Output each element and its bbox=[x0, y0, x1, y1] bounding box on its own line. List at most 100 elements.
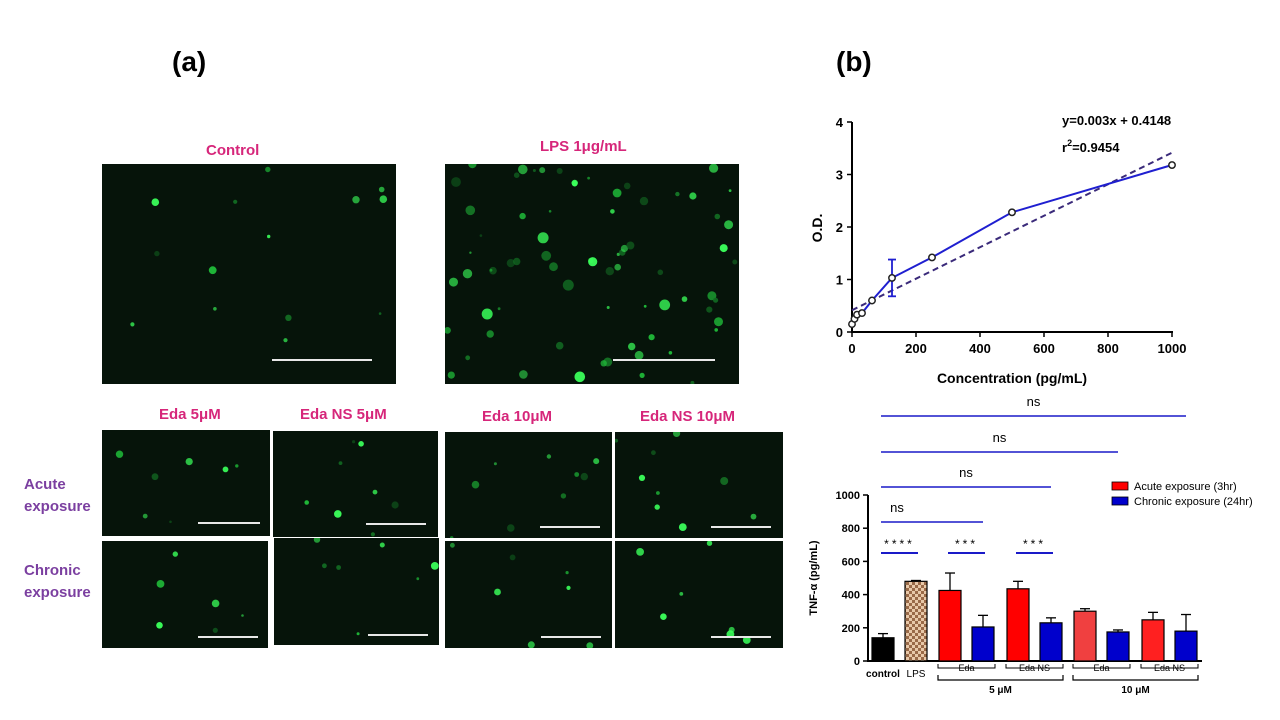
cell-mark bbox=[493, 462, 497, 466]
cell-mark bbox=[391, 501, 399, 509]
cell-mark bbox=[549, 262, 558, 272]
cell-mark bbox=[497, 307, 501, 311]
cell-mark bbox=[532, 169, 536, 172]
x-tick-label: 200 bbox=[905, 341, 927, 356]
bar bbox=[1006, 588, 1030, 662]
cell-mark bbox=[603, 357, 613, 367]
cell-mark bbox=[430, 562, 439, 570]
cell-mark bbox=[235, 464, 239, 468]
cell-mark bbox=[615, 438, 619, 443]
group-label: Eda NS bbox=[1019, 663, 1050, 673]
concentration-label: 5 μM bbox=[989, 685, 1012, 696]
bar bbox=[971, 626, 995, 662]
cell-mark bbox=[606, 306, 610, 309]
cell-mark bbox=[634, 350, 644, 360]
x-tick-label: 1000 bbox=[1158, 341, 1187, 356]
concentration-label: 10 μM bbox=[1121, 685, 1149, 696]
cell-mark bbox=[728, 189, 732, 192]
significance-label: ns bbox=[1027, 394, 1041, 409]
cell-mark bbox=[616, 252, 620, 256]
row-label-acute-line1: Acute bbox=[24, 476, 66, 493]
cell-mark bbox=[489, 268, 493, 272]
cell-mark bbox=[612, 188, 622, 198]
cell-mark bbox=[212, 627, 218, 633]
cell-mark bbox=[742, 636, 751, 644]
bar bbox=[871, 637, 895, 662]
cell-mark bbox=[169, 520, 172, 524]
legend-swatch bbox=[1111, 496, 1129, 506]
cell-mark bbox=[372, 489, 378, 495]
micrograph-acute-eda-ns-10 bbox=[615, 432, 783, 538]
cell-mark bbox=[334, 510, 342, 518]
scale-bar bbox=[366, 523, 426, 525]
cell-mark bbox=[566, 585, 571, 590]
row-label-chronic-line2: exposure bbox=[24, 584, 91, 601]
cell-mark bbox=[555, 341, 564, 350]
cell-mark bbox=[507, 524, 515, 532]
x-tick-label: 400 bbox=[969, 341, 991, 356]
cell-mark bbox=[213, 307, 217, 311]
cell-mark bbox=[706, 306, 713, 313]
bar bbox=[1174, 630, 1198, 662]
cell-mark bbox=[449, 277, 458, 287]
cell-mark bbox=[486, 330, 494, 338]
cell-mark bbox=[605, 267, 614, 276]
bar-chart-legend: Acute exposure (3hr) Chronic exposure (24… bbox=[1111, 481, 1253, 508]
cell-mark bbox=[659, 299, 671, 311]
cell-mark bbox=[156, 580, 165, 588]
cell-mark bbox=[668, 351, 673, 355]
cell-mark bbox=[267, 234, 271, 239]
cell-mark bbox=[689, 192, 697, 200]
cell-mark bbox=[513, 172, 520, 178]
cell-mark bbox=[678, 523, 687, 531]
bar-y-axis-label: TNF-α (pg/mL) bbox=[808, 540, 820, 616]
fit-r-squared: r2=0.9454 bbox=[1062, 138, 1120, 155]
standard-curve-axes: 0 200 400 600 800 1000 0 1 2 3 4 bbox=[836, 115, 1187, 356]
micrograph-control bbox=[102, 164, 396, 384]
scale-bar bbox=[540, 526, 600, 528]
micrograph-chronic-eda-ns-10 bbox=[615, 541, 783, 648]
cell-mark bbox=[588, 257, 598, 267]
row-label-chronic-line1: Chronic bbox=[24, 562, 81, 579]
scale-bar bbox=[711, 636, 771, 638]
label-eda-10: Eda 10μM bbox=[482, 408, 553, 425]
label-lps: LPS 1μg/mL bbox=[540, 138, 627, 155]
cell-mark bbox=[518, 164, 528, 175]
bar bbox=[1073, 610, 1097, 662]
group-bracket bbox=[1072, 664, 1131, 669]
cell-mark bbox=[151, 198, 160, 206]
scale-bar bbox=[198, 522, 260, 524]
cell-mark bbox=[494, 588, 501, 596]
cell-mark bbox=[639, 372, 645, 378]
cell-mark bbox=[556, 168, 563, 174]
cell-mark bbox=[651, 450, 656, 456]
micrograph-chronic-eda-5 bbox=[102, 541, 268, 648]
y-tick-label: 2 bbox=[836, 220, 843, 235]
cell-mark bbox=[620, 244, 628, 253]
cell-mark bbox=[537, 232, 549, 244]
cell-mark bbox=[450, 542, 455, 548]
significance-label: ns bbox=[959, 465, 973, 480]
cell-mark bbox=[304, 500, 309, 505]
cell-mark bbox=[679, 592, 684, 596]
y-axis-label: O.D. bbox=[809, 214, 825, 243]
cell-mark bbox=[675, 191, 680, 197]
cell-mark bbox=[623, 182, 631, 190]
cell-mark bbox=[468, 164, 477, 169]
bar-y-tick-label: 200 bbox=[842, 623, 860, 635]
cell-mark bbox=[378, 312, 382, 315]
group-bracket bbox=[1005, 664, 1064, 669]
y-tick-label: 3 bbox=[836, 168, 843, 183]
bar-y-tick-label: 600 bbox=[842, 556, 860, 568]
group-label: Eda NS bbox=[1154, 663, 1185, 673]
data-point bbox=[868, 296, 876, 305]
cell-mark bbox=[648, 334, 655, 341]
cell-mark bbox=[211, 599, 220, 608]
cell-mark bbox=[233, 199, 238, 204]
data-point bbox=[1008, 208, 1016, 217]
cell-mark bbox=[465, 205, 476, 216]
cell-mark bbox=[336, 565, 341, 570]
cell-mark bbox=[628, 342, 636, 351]
cell-mark bbox=[481, 308, 493, 320]
